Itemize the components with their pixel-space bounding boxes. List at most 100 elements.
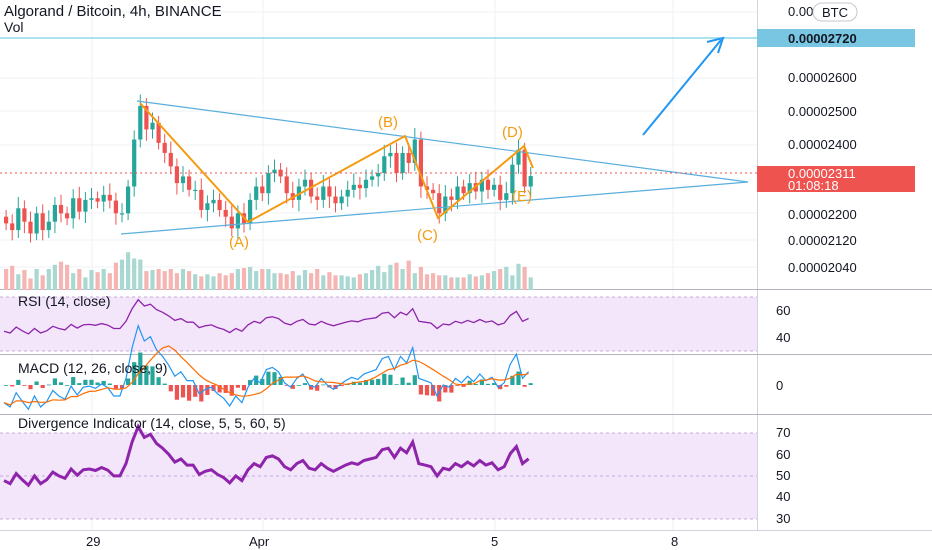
candle-body (211, 199, 216, 204)
macd-hist-bar (473, 383, 478, 385)
macd-hist-bar (370, 379, 375, 385)
time-tick: 29 (86, 534, 100, 549)
macd-hist-bar (113, 385, 118, 389)
macd-hist-bar (382, 373, 387, 385)
volume-bar (522, 266, 527, 290)
candle-body (467, 183, 472, 194)
candle-body (144, 105, 149, 130)
macd-hist-bar (492, 383, 497, 385)
volume-bar (162, 271, 167, 290)
candle-body (382, 156, 387, 174)
macd-hist-bar (339, 385, 344, 387)
volume-bar (309, 273, 314, 290)
volume-bar (302, 270, 308, 290)
divergence-tick: 30 (776, 511, 790, 526)
drawings[interactable] (0, 36, 757, 235)
macd-hist-bar (217, 385, 222, 393)
wave-label-d: (D) (502, 124, 523, 141)
time-axis[interactable]: 29 Apr 5 8 (86, 534, 678, 549)
volume-bar (528, 277, 533, 290)
divergence-tick: 50 (776, 468, 790, 483)
volume-bar (58, 261, 64, 290)
macd-hist-bar (522, 385, 527, 387)
candle-body (107, 194, 112, 201)
macd-hist-bar (193, 385, 198, 397)
macd-hist-bar (479, 379, 484, 385)
candle-body (388, 152, 393, 157)
candle-body (4, 216, 9, 224)
currency-badge[interactable]: BTC (812, 2, 858, 22)
candle-body (138, 105, 143, 140)
volume-bar (168, 269, 173, 290)
candle-body (321, 186, 326, 200)
candle-body (229, 216, 234, 229)
macd-hist-bar (510, 375, 515, 385)
candle-body (260, 186, 265, 194)
volume-bar (235, 269, 240, 290)
macd-hist-bar (260, 378, 265, 385)
candle-body (217, 199, 222, 210)
candle-body (315, 196, 320, 200)
volume-bar (4, 269, 9, 290)
macd-hist-bar (406, 382, 411, 385)
divergence-pane[interactable]: Divergence Indicator (14, close, 5, 5, 6… (0, 415, 790, 526)
divergence-title: Divergence Indicator (14, close, 5, 5, 6… (18, 415, 286, 431)
candle-body (113, 200, 118, 214)
volume-bar (34, 269, 39, 290)
candle-body (485, 179, 491, 190)
volume-bar (132, 258, 137, 290)
volume-bar (83, 277, 88, 290)
macd-hist-bar (516, 371, 521, 385)
wave-label-e: (E) (512, 188, 532, 205)
candle-body (479, 179, 484, 192)
macd-hist-bar (412, 375, 417, 385)
volume-bar (144, 271, 149, 290)
volume-bar (266, 269, 271, 290)
volume-bar (10, 265, 15, 290)
macd-hist-bar (321, 384, 326, 386)
candle-body (522, 149, 527, 187)
price-scale[interactable]: 0.00002800 0.00002600 0.00002500 0.00002… (757, 2, 915, 275)
volume-bar (217, 273, 222, 290)
macd-hist-bar (28, 385, 33, 390)
volume-bar (498, 269, 503, 290)
price-tick: 0.00002200 (788, 207, 857, 222)
candle-body (528, 176, 533, 187)
rsi-pane[interactable]: RSI (14, close) 60 40 (0, 293, 790, 352)
volume-bar (382, 272, 387, 290)
macd-hist-bar (150, 366, 155, 385)
macd-hist-bar (65, 385, 70, 386)
macd-pane[interactable]: MACD (12, 26, close, 9) 0 (3, 323, 783, 411)
volume-bar (412, 273, 417, 290)
wave-path (139, 102, 534, 224)
candle-body (351, 184, 356, 190)
candle-body (77, 198, 82, 212)
macd-hist-bar (363, 380, 369, 385)
macd-hist-bar (10, 385, 15, 387)
macd-hist-bar (431, 385, 436, 396)
price-tick: 0.00002500 (788, 104, 857, 119)
macd-hist-bar (107, 383, 112, 385)
divergence-tick: 60 (776, 447, 790, 462)
macd-hist-bar (504, 385, 509, 387)
candle-body (10, 223, 15, 231)
macd-hist-bar (101, 380, 106, 385)
candle-body (180, 176, 186, 184)
volume-bar (406, 260, 411, 290)
macd-hist-bar (376, 378, 381, 385)
macd-hist-bar (168, 385, 173, 392)
volume-bar (254, 271, 259, 290)
candle-body (357, 184, 362, 189)
candle-body (437, 193, 442, 214)
candle-body (327, 186, 332, 197)
volume-bar (126, 252, 131, 290)
macd-hist-bar (418, 385, 423, 395)
divergence-tick: 40 (776, 489, 790, 504)
candle-body (516, 149, 521, 165)
macd-hist-bar (449, 385, 454, 393)
macd-hist-bar (77, 383, 82, 385)
volume-bar (278, 273, 283, 290)
price-pane[interactable]: (A) (B) (C) (D) (E) Algorand / Bitcoin, … (0, 3, 757, 290)
